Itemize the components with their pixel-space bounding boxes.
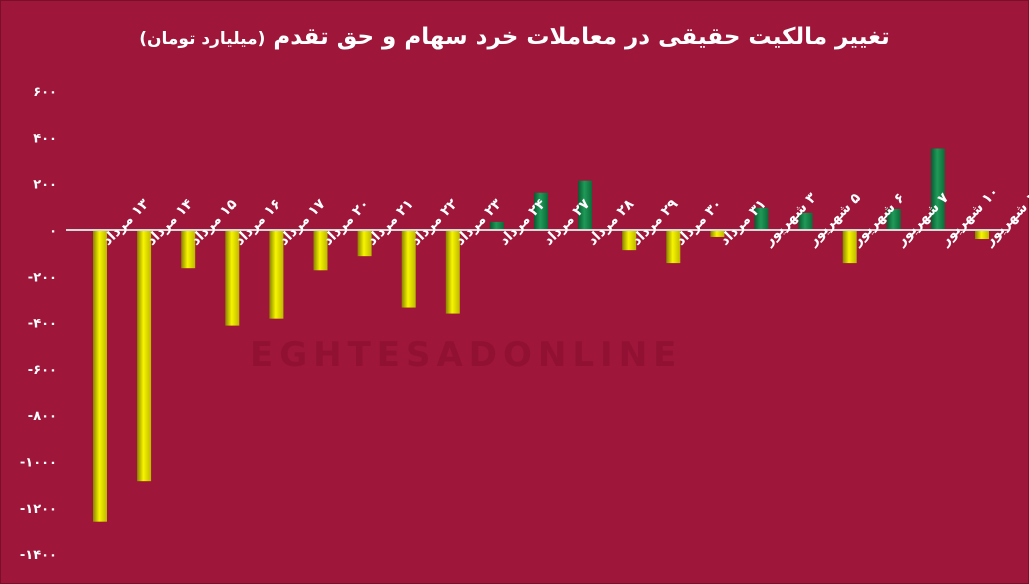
y-tick-label: ۴۰۰ [33,131,57,146]
bar [886,208,901,230]
bar [622,230,637,251]
y-tick-label: -۴۰۰ [28,317,57,332]
bar [578,180,593,230]
bar [313,230,328,271]
bar [666,230,681,264]
y-tick-label: ۶۰۰ [33,85,57,100]
bar [489,221,504,230]
bar [445,230,460,314]
bar [975,230,989,240]
watermark: EGHTESADONLINE [250,335,683,375]
bar [534,192,548,230]
y-tick-label: ۲۰۰ [33,178,57,193]
bar [269,230,284,319]
chart-title: تغییر مالکیت حقیقی در معاملات خرد سهام و… [0,24,1029,50]
y-tick-label: -۸۰۰ [28,409,57,424]
bar [401,230,416,308]
bar [357,230,372,257]
bar [137,230,152,482]
y-tick-label: -۶۰۰ [28,363,57,378]
bar [225,230,240,326]
x-tick-label: ۳۰ مرداد [673,196,726,249]
bar [754,207,769,230]
chart-title-text: تغییر مالکیت حقیقی در معاملات خرد سهام و… [273,24,890,50]
bar [930,148,945,230]
y-tick-label: -۲۰۰ [28,270,57,285]
y-tick-label: -۱۴۰۰ [20,548,57,563]
bar [710,230,725,237]
chart-subtitle: (میلیارد تومان) [139,29,266,49]
bar [181,230,196,269]
bar [842,230,857,264]
y-tick-label: ۰ [49,224,57,239]
y-tick-label: -۱۲۰۰ [20,502,57,517]
bar [798,212,813,230]
bar [93,230,107,522]
y-tick-label: -۱۰۰۰ [20,456,57,471]
